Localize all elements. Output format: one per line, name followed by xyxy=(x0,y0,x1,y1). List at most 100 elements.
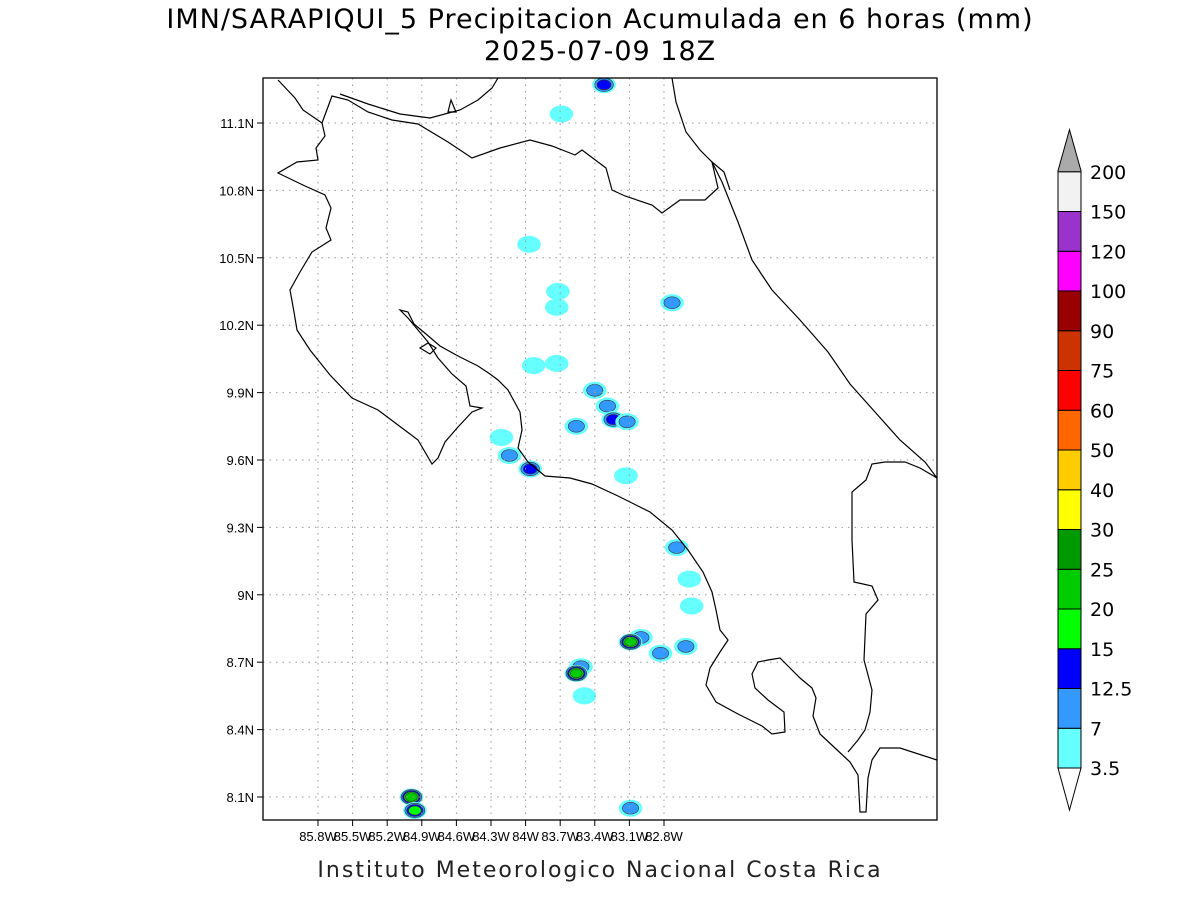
precip-cell xyxy=(518,460,543,478)
colorbar-swatch xyxy=(1057,330,1082,371)
y-tick-label: 10.5N xyxy=(219,251,254,266)
coastline-layer xyxy=(276,78,937,813)
colorbar-swatch xyxy=(1057,370,1082,411)
precip-contour xyxy=(668,541,686,554)
panama-border xyxy=(847,461,937,753)
colorbar-label: 200 xyxy=(1090,162,1126,184)
colorbar: 3.5 7 12.5 15 20 25 30 40 50 60 75 90 100 120 150 200 xyxy=(1057,127,1132,812)
precip-cell xyxy=(614,467,638,485)
colorbar-swatch xyxy=(1057,727,1082,769)
y-tick-label: 11.1N xyxy=(220,116,254,131)
precip-contour xyxy=(489,429,514,447)
precip-cell xyxy=(615,413,639,431)
colorbar-label: 60 xyxy=(1090,400,1114,422)
colorbar-label: 75 xyxy=(1090,361,1114,383)
precip-cell xyxy=(564,417,589,435)
precip-contour xyxy=(517,235,541,253)
colorbar-label: 12.5 xyxy=(1090,679,1132,701)
precip-cell xyxy=(592,78,616,94)
precip-cell xyxy=(546,282,570,300)
colorbar-swatch xyxy=(1057,489,1082,530)
colorbar-label: 120 xyxy=(1090,241,1126,263)
nicaragua-border xyxy=(321,95,731,214)
precip-contour xyxy=(599,399,616,413)
y-tick-label: 9.9N xyxy=(227,386,254,401)
precip-cell xyxy=(521,357,546,375)
y-tick-label: 8.4N xyxy=(227,723,254,738)
pacific-coastline xyxy=(276,79,937,813)
precip-contour xyxy=(614,467,638,485)
precip-contour xyxy=(618,415,636,428)
x-tick-label: 85.5W xyxy=(334,829,372,844)
precip-cell xyxy=(595,397,620,415)
precip-contour xyxy=(572,687,597,705)
precip-cell xyxy=(648,644,673,662)
colorbar-swatch xyxy=(1057,211,1082,252)
colorbar-label: 90 xyxy=(1090,321,1114,343)
y-tick-label: 9.6N xyxy=(227,453,254,468)
colorbar-swatch xyxy=(1057,529,1082,570)
precip-contour xyxy=(622,802,639,815)
precip-contour xyxy=(679,597,704,615)
precip-contour xyxy=(596,79,612,91)
ometepe-island xyxy=(447,98,457,113)
precip-cell xyxy=(489,429,514,447)
y-tick-label: 10.2N xyxy=(219,318,254,333)
colorbar-swatch xyxy=(1057,127,1082,173)
colorbar-swatch xyxy=(1057,409,1082,451)
precip-cell xyxy=(674,637,698,655)
precipitation-layer xyxy=(399,78,704,819)
colorbar-below-triangle xyxy=(1057,767,1082,812)
precip-contour xyxy=(677,570,702,588)
x-tick-label: 83.4W xyxy=(576,829,614,844)
y-tick-label: 8.1N xyxy=(227,790,254,805)
precip-contour xyxy=(408,805,422,816)
colorbar-label: 20 xyxy=(1090,599,1114,621)
precip-contour xyxy=(570,668,583,679)
colorbar-label: 15 xyxy=(1090,639,1114,661)
y-tick-label: 9.3N xyxy=(227,520,254,535)
precip-cell xyxy=(572,687,597,705)
colorbar-label: 50 xyxy=(1090,440,1114,462)
colorbar-swatch xyxy=(1057,171,1082,212)
colorbar-swatch xyxy=(1057,568,1082,610)
colorbar-swatch xyxy=(1057,608,1082,650)
colorbar-swatch xyxy=(1057,449,1082,491)
colorbar-label: 25 xyxy=(1090,559,1114,581)
precip-cell xyxy=(544,298,569,316)
graticule xyxy=(263,78,937,820)
plot-frame xyxy=(262,77,938,821)
caribbean-coastline xyxy=(671,78,937,479)
colorbar-label: 100 xyxy=(1090,281,1126,303)
precip-contour xyxy=(624,637,637,647)
x-tick-label: 83.7W xyxy=(541,829,579,844)
precip-cell xyxy=(677,570,702,588)
colorbar-swatch xyxy=(1057,648,1082,689)
x-tick-label: 82.8W xyxy=(645,829,683,844)
precip-contour xyxy=(544,354,569,372)
precip-cell xyxy=(544,354,569,372)
colorbar-swatch xyxy=(1057,688,1082,729)
footer-credit: Instituto Meteorologico Nacional Costa R… xyxy=(317,858,883,883)
precip-contour xyxy=(663,296,681,309)
x-tick-label: 84.9W xyxy=(403,829,441,844)
y-tick-label: 8.7N xyxy=(227,655,254,670)
x-tick-label: 84.3W xyxy=(472,829,510,844)
nicoya-island xyxy=(418,342,437,355)
precip-cell xyxy=(660,294,684,312)
precip-cell xyxy=(664,539,689,557)
precip-contour xyxy=(501,449,518,462)
colorbar-label: 150 xyxy=(1090,202,1126,224)
lake-nicaragua-shore xyxy=(339,78,499,119)
precip-cell xyxy=(517,235,541,253)
precip-contour xyxy=(546,282,570,300)
precip-contour xyxy=(677,640,695,653)
colorbar-label: 3.5 xyxy=(1090,758,1120,780)
colorbar-label: 7 xyxy=(1090,718,1102,740)
precip-cell xyxy=(618,633,643,651)
x-tick-label: 84W xyxy=(512,829,539,844)
map-title: IMN/SARAPIQUI_5 Precipitacion Acumulada … xyxy=(166,4,1034,35)
precip-cell xyxy=(403,801,427,819)
